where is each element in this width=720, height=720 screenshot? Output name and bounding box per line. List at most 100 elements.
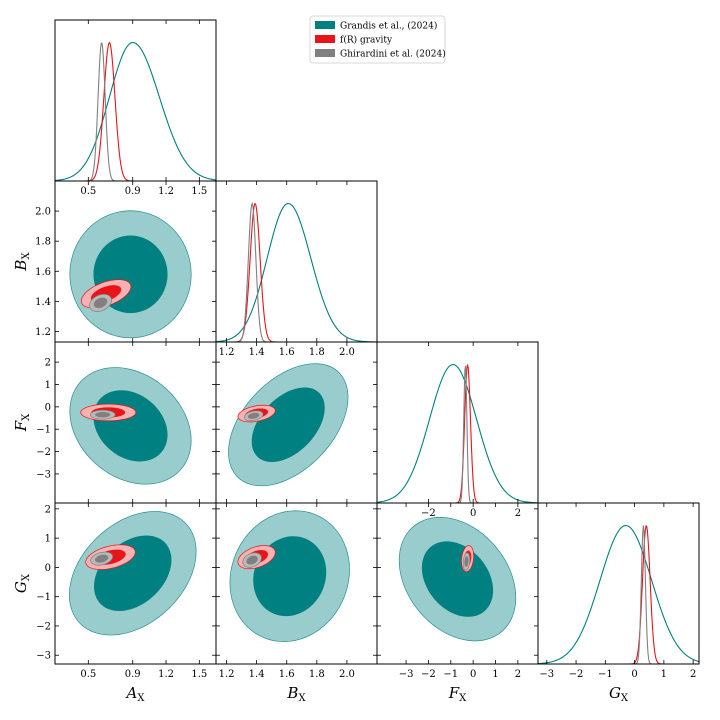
legend-box [309, 15, 446, 64]
y-tick-label: 2.0 [35, 207, 51, 218]
x-tick-label: 2 [690, 669, 696, 680]
x-tick-label: 0.9 [125, 669, 141, 680]
x-tick-label: −1 [443, 669, 458, 680]
x-tick-label: 1.2 [219, 669, 235, 680]
y-axis-label: GX [12, 573, 32, 593]
y-tick-label: −3 [36, 651, 51, 662]
legend-swatch [315, 49, 335, 57]
legend: Grandis et al., (2024) f(R) gravity Ghirar… [309, 15, 446, 64]
legend-swatch [315, 21, 335, 29]
panel-frame [54, 19, 217, 182]
y-tick-label: −3 [36, 469, 51, 480]
marginal-curve [377, 365, 538, 503]
legend-label: f(R) gravity [340, 35, 393, 46]
panel-A-B: 1.2 1.4 1.6 1.8 2.0 [35, 180, 217, 343]
x-tick-label: −3 [399, 669, 414, 680]
panel-content [55, 41, 216, 181]
panel-F-F: −2 0 2 [376, 341, 539, 519]
x-tick-label: 0.5 [80, 669, 96, 680]
marginal-curve [216, 202, 377, 342]
marginal-curve [538, 525, 699, 664]
panel-B-F [215, 341, 378, 504]
panel-content [398, 517, 517, 642]
x-tick-label: 2.0 [339, 669, 355, 680]
contour-68 [93, 297, 108, 309]
x-tick-label: 1.2 [219, 347, 235, 358]
x-tick-label: 1.6 [279, 669, 295, 680]
x-tick-label: 1.6 [279, 347, 295, 358]
y-tick-label: 0 [45, 563, 51, 574]
x-tick-label: 1.5 [191, 669, 207, 680]
y-axis-label: BX [12, 252, 32, 272]
y-tick-label: −2 [36, 621, 51, 632]
y-tick-label: −2 [36, 447, 51, 458]
x-tick-label: 2.0 [339, 347, 355, 358]
x-tick-label: −1 [598, 669, 613, 680]
y-tick-label: 1 [45, 380, 51, 391]
panel-F-G: −3 −2 −1 0 1 2 [376, 502, 539, 680]
panels: 0.5 0.9 1.2 1.5 1.2 1.4 1.6 1.8 2.0 1.2 1.4 1.6 1.8 2… [12, 19, 700, 704]
x-tick-label: 1.8 [309, 669, 325, 680]
x-tick-label: 1.4 [249, 669, 265, 680]
contour-68 [247, 412, 260, 419]
x-tick-label: −2 [569, 669, 584, 680]
panel-content [538, 524, 699, 664]
legend-label: Grandis et al., (2024) [340, 21, 437, 32]
panel-G-G: −3 −2 −1 0 1 2 [537, 502, 700, 680]
y-tick-label: 1.4 [35, 297, 51, 308]
x-axis-label: GX [609, 684, 629, 704]
x-axis-label: FX [448, 684, 467, 704]
x-tick-label: 0 [631, 669, 637, 680]
x-tick-label: 0.5 [80, 186, 96, 197]
marginal-curve [377, 363, 538, 503]
panel-content [69, 367, 192, 485]
marginal-curve [55, 42, 216, 181]
x-tick-label: 0.9 [125, 186, 141, 197]
x-tick-label: 1.2 [158, 669, 174, 680]
x-axis-label: AX [125, 684, 146, 704]
contour-68 [95, 411, 111, 418]
panel-content [69, 210, 192, 339]
y-tick-label: −1 [36, 592, 51, 603]
y-tick-label: 1.2 [35, 327, 51, 338]
marginal-curve [377, 364, 538, 503]
y-tick-label: 2 [45, 504, 51, 515]
x-tick-label: 2 [515, 669, 521, 680]
panel-A-F: −3 −2 −1 0 1 2 [36, 341, 217, 504]
x-tick-label: 1.2 [158, 186, 174, 197]
x-tick-label: 1.5 [191, 186, 207, 197]
marginal-curve [55, 41, 216, 181]
x-tick-label: 1 [661, 669, 667, 680]
y-tick-label: 0 [45, 402, 51, 413]
panel-B-B: 1.2 1.4 1.6 1.8 2.0 [215, 180, 378, 358]
y-tick-label: 1.8 [35, 237, 51, 248]
marginal-curve [216, 202, 377, 342]
legend-label: Ghirardini et al. (2024) [340, 49, 446, 60]
y-tick-label: 2 [45, 358, 51, 369]
marginal-curve [538, 525, 699, 664]
contour-68 [421, 541, 494, 617]
panel-content [216, 201, 377, 342]
marginal-curve [538, 524, 699, 664]
contour-68 [246, 555, 258, 565]
y-tick-label: 1.6 [35, 267, 51, 278]
y-tick-label: 1 [45, 534, 51, 545]
x-tick-label: −2 [421, 508, 436, 519]
panel-A-A: 0.5 0.9 1.2 1.5 [54, 19, 217, 197]
x-tick-label: 1.8 [309, 347, 325, 358]
panel-content [68, 511, 197, 636]
x-tick-label: 1 [492, 669, 498, 680]
legend-swatch [315, 35, 335, 43]
panel-B-G: 1.2 1.4 1.6 1.8 2.0 [215, 502, 378, 680]
panel-frame [215, 180, 378, 343]
marginal-curve [55, 41, 216, 181]
panel-content [228, 363, 349, 487]
y-axis-label: FX [12, 413, 32, 432]
x-tick-label: 0 [470, 669, 476, 680]
marginal-curve [216, 201, 377, 342]
x-tick-label: −3 [539, 669, 554, 680]
x-tick-label: −2 [421, 669, 436, 680]
x-tick-label: 0 [470, 508, 476, 519]
y-tick-label: −1 [36, 425, 51, 436]
